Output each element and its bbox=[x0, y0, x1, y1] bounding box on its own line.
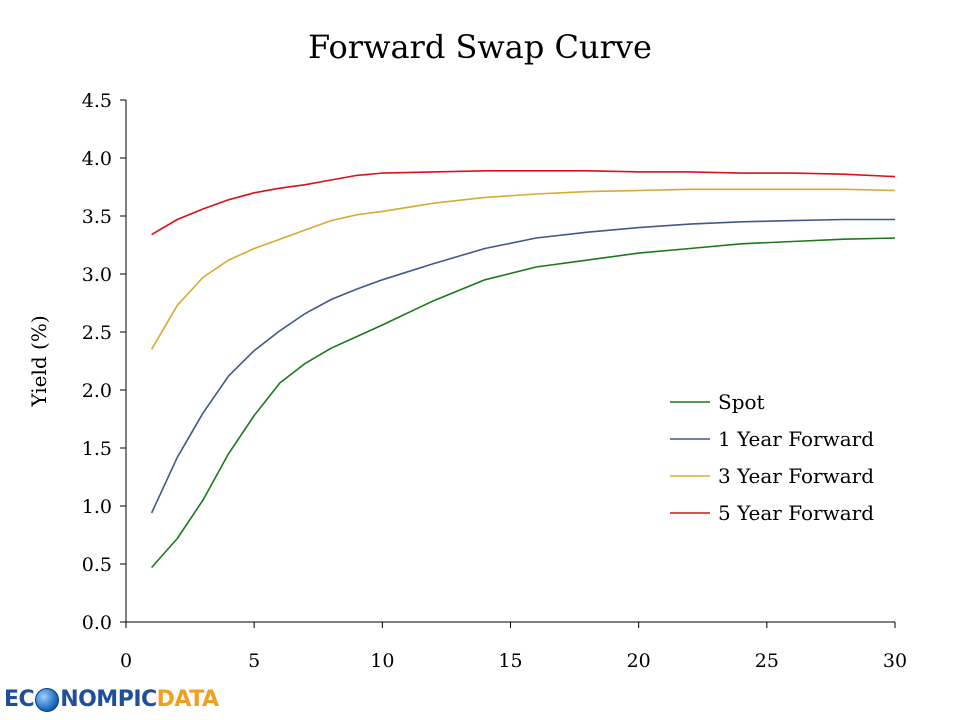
x-tick-label: 30 bbox=[883, 650, 907, 672]
series-line-5-year-forward bbox=[151, 170, 896, 236]
legend-label: 3 Year Forward bbox=[718, 464, 874, 488]
y-tick-label: 0.5 bbox=[82, 554, 112, 576]
brand-text-data: DATA bbox=[156, 686, 219, 712]
x-tick-label: 25 bbox=[755, 650, 779, 672]
legend-label: 5 Year Forward bbox=[718, 501, 874, 525]
y-tick-label: 2.0 bbox=[82, 380, 112, 402]
x-tick-label: 5 bbox=[248, 650, 260, 672]
series-line-3-year-forward bbox=[150, 188, 896, 350]
globe-icon bbox=[35, 688, 60, 712]
y-tick-label: 2.5 bbox=[82, 322, 112, 344]
y-tick-label: 4.0 bbox=[82, 148, 112, 170]
brand-text-ec: EC bbox=[4, 686, 35, 712]
series-line-1-year-forward bbox=[150, 218, 895, 514]
x-tick-label: 10 bbox=[370, 650, 394, 672]
brand-text-nompic: NOMPIC bbox=[60, 686, 157, 712]
x-tick-label: 0 bbox=[120, 650, 132, 672]
y-tick-label: 1.0 bbox=[82, 496, 112, 518]
x-tick-label: 15 bbox=[498, 650, 522, 672]
y-axis-label: Yield (%) bbox=[27, 315, 51, 407]
y-tick-label: 3.5 bbox=[82, 206, 112, 228]
x-tick-label: 20 bbox=[627, 650, 651, 672]
brand-logo: EC NOMPIC DATA bbox=[4, 684, 219, 714]
y-tick-label: 1.5 bbox=[82, 438, 112, 460]
legend-label: 1 Year Forward bbox=[718, 427, 874, 451]
y-tick-label: 4.5 bbox=[82, 90, 112, 112]
y-tick-label: 0.0 bbox=[82, 612, 112, 634]
legend-label: Spot bbox=[718, 390, 765, 414]
chart-title: Forward Swap Curve bbox=[308, 28, 652, 66]
y-tick-label: 3.0 bbox=[82, 264, 112, 286]
series-line-spot bbox=[151, 237, 896, 569]
